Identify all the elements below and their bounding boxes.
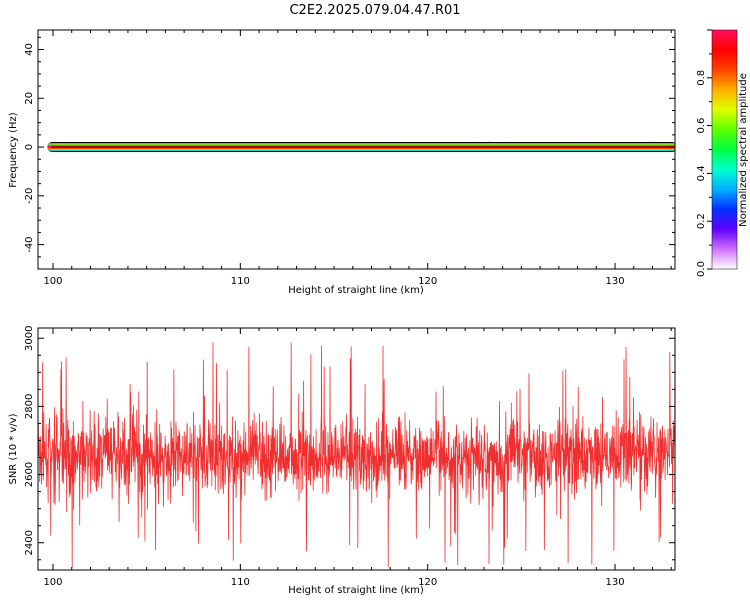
snr-y-tick-label: 2800 xyxy=(24,394,35,419)
snr-x-tick-label: 110 xyxy=(231,577,250,588)
spectrogram-x-tick-label: 120 xyxy=(418,276,437,287)
snr-y-tick-label: 2400 xyxy=(24,530,35,555)
spectrogram-y-label: Frequency (Hz) xyxy=(8,112,19,188)
snr-frame xyxy=(37,327,676,571)
figure-title: C2E2.2025.079.04.47.R01 xyxy=(289,3,460,18)
snr-x-tick-label: 100 xyxy=(43,577,62,588)
snr-y-tick-label: 3000 xyxy=(24,325,35,350)
snr-x-label: Height of straight line (km) xyxy=(288,585,424,596)
spectrogram-x-tick-label: 110 xyxy=(231,276,250,287)
snr-panel: 100 110 120 130 2400 2600 2800 3000 Height of s… xyxy=(8,325,676,596)
spectrogram-x-tick-label: 100 xyxy=(43,276,62,287)
spectrogram-y-tick-label: -40 xyxy=(24,236,35,252)
colorbar-tick-label: 0.0 xyxy=(696,261,707,277)
spectrogram-axes: 100 110 120 130 -40 -20 0 20 40 xyxy=(24,30,675,287)
colorbar-tick-label: 0.2 xyxy=(696,213,707,229)
snr-y-tick-label: 2600 xyxy=(24,462,35,487)
spectrogram-x-tick-label: 130 xyxy=(606,276,625,287)
spectrogram-y-tick-label: -20 xyxy=(24,188,35,204)
spectrogram-y-tick-label: 20 xyxy=(24,92,35,105)
snr-x-tick-label: 130 xyxy=(606,577,625,588)
colorbar-label: Normalized spectral amplitude xyxy=(738,73,749,227)
snr-series-line xyxy=(38,342,675,568)
spectrogram-frame xyxy=(37,29,676,270)
colorbar-gradient xyxy=(712,30,737,269)
snr-axes: 100 110 120 130 2400 2600 2800 3000 xyxy=(24,325,675,588)
snr-x-tick-label: 120 xyxy=(418,577,437,588)
spectrogram-plot-area xyxy=(47,141,675,153)
spectrogram-y-tick-label: 40 xyxy=(24,43,35,56)
colorbar-tick-label: 0.6 xyxy=(696,118,707,134)
colorbar-tick-label: 0.4 xyxy=(696,165,707,181)
colorbar-tick-label: 0.8 xyxy=(696,70,707,86)
colorbar: 0.0 0.2 0.4 0.6 0.8 Normalized spectral ampl… xyxy=(696,29,749,277)
spectrogram-x-label: Height of straight line (km) xyxy=(288,285,424,296)
spectrogram-panel: 100 110 120 130 -40 -20 0 20 40 Height of straig… xyxy=(8,29,676,296)
snr-y-label: SNR (10 * v/v) xyxy=(8,413,19,484)
colorbar-ticks: 0.0 0.2 0.4 0.6 0.8 xyxy=(696,29,738,277)
spectrogram-y-tick-label: 0 xyxy=(24,144,35,150)
